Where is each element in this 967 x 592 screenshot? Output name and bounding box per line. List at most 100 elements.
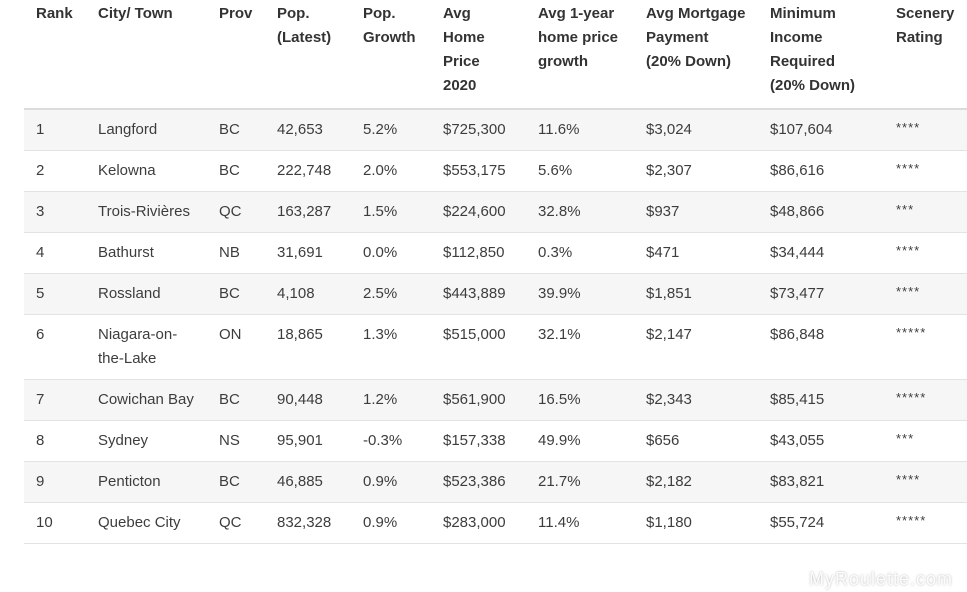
cell-scenery-rating: *** [884, 191, 967, 233]
cell-price-growth: 32.8% [526, 191, 634, 233]
cell-scenery-rating: ***** [884, 314, 967, 380]
cell-avg-home-price: $443,889 [431, 273, 526, 315]
table-row: 9 Penticton BC 46,885 0.9% $523,386 21.7% $2,18… [24, 461, 967, 503]
cell-prov: QC [207, 191, 265, 233]
table-row: 1 Langford BC 42,653 5.2% $725,300 11.6% $3,024… [24, 109, 967, 151]
column-header-prov: Prov [207, 0, 265, 110]
cell-pop-latest: 18,865 [265, 314, 351, 380]
cell-rank: 3 [24, 191, 86, 233]
cell-mortgage-payment: $937 [634, 191, 758, 233]
column-header-scenery-rating: Scenery Rating [884, 0, 967, 110]
cell-rank: 8 [24, 420, 86, 462]
cell-pop-latest: 90,448 [265, 379, 351, 421]
cell-price-growth: 11.6% [526, 109, 634, 151]
cell-price-growth: 49.9% [526, 420, 634, 462]
cell-rank: 1 [24, 109, 86, 151]
cell-avg-home-price: $725,300 [431, 109, 526, 151]
cell-min-income: $73,477 [758, 273, 884, 315]
cell-mortgage-payment: $656 [634, 420, 758, 462]
table-row: 6 Niagara-on-the-Lake ON 18,865 1.3% $515,000… [24, 314, 967, 380]
cell-pop-latest: 95,901 [265, 420, 351, 462]
cell-pop-latest: 4,108 [265, 273, 351, 315]
cell-mortgage-payment: $2,182 [634, 461, 758, 503]
cell-min-income: $34,444 [758, 232, 884, 274]
cell-prov: BC [207, 109, 265, 151]
table-row: 10 Quebec City QC 832,328 0.9% $283,000 11.4% $… [24, 502, 967, 544]
cell-min-income: $55,724 [758, 502, 884, 544]
cell-rank: 10 [24, 502, 86, 544]
cell-rank: 6 [24, 314, 86, 380]
column-header-mortgage-payment: Avg Mortgage Payment (20% Down) [634, 0, 758, 110]
header-row: Rank City/ Town Prov Pop. (Latest) Pop. Grow… [24, 0, 967, 110]
cell-avg-home-price: $157,338 [431, 420, 526, 462]
column-header-city: City/ Town [86, 0, 207, 110]
cell-pop-latest: 222,748 [265, 150, 351, 192]
cell-min-income: $43,055 [758, 420, 884, 462]
cell-city: Langford [86, 109, 207, 151]
cell-pop-growth: 0.9% [351, 502, 431, 544]
cell-mortgage-payment: $2,343 [634, 379, 758, 421]
cell-scenery-rating: ***** [884, 502, 967, 544]
cell-prov: BC [207, 273, 265, 315]
cell-scenery-rating: *** [884, 420, 967, 462]
cell-mortgage-payment: $2,147 [634, 314, 758, 380]
cell-prov: BC [207, 150, 265, 192]
cell-mortgage-payment: $3,024 [634, 109, 758, 151]
cell-min-income: $48,866 [758, 191, 884, 233]
table-row: 5 Rossland BC 4,108 2.5% $443,889 39.9% $1,851 $… [24, 273, 967, 315]
cell-mortgage-payment: $471 [634, 232, 758, 274]
cell-scenery-rating: **** [884, 109, 967, 151]
table-row: 4 Bathurst NB 31,691 0.0% $112,850 0.3% $471 $34… [24, 232, 967, 274]
cell-price-growth: 11.4% [526, 502, 634, 544]
column-header-price-growth: Avg 1-year home price growth [526, 0, 634, 110]
cell-pop-latest: 163,287 [265, 191, 351, 233]
cell-avg-home-price: $553,175 [431, 150, 526, 192]
table-row: 8 Sydney NS 95,901 -0.3% $157,338 49.9% $656 $43… [24, 420, 967, 462]
city-ranking-table: Rank City/ Town Prov Pop. (Latest) Pop. Grow… [24, 0, 967, 544]
column-header-rank: Rank [24, 0, 86, 110]
cell-scenery-rating: **** [884, 273, 967, 315]
cell-city: Sydney [86, 420, 207, 462]
cell-city: Trois-Rivières [86, 191, 207, 233]
cell-pop-growth: 1.3% [351, 314, 431, 380]
cell-rank: 5 [24, 273, 86, 315]
cell-mortgage-payment: $2,307 [634, 150, 758, 192]
cell-avg-home-price: $515,000 [431, 314, 526, 380]
cell-prov: BC [207, 461, 265, 503]
cell-avg-home-price: $112,850 [431, 232, 526, 274]
column-header-pop-latest: Pop. (Latest) [265, 0, 351, 110]
cell-pop-growth: 0.9% [351, 461, 431, 503]
cell-prov: BC [207, 379, 265, 421]
cell-pop-growth: 1.5% [351, 191, 431, 233]
cell-city: Rossland [86, 273, 207, 315]
cell-pop-growth: 2.0% [351, 150, 431, 192]
cell-min-income: $107,604 [758, 109, 884, 151]
cell-prov: NS [207, 420, 265, 462]
cell-scenery-rating: **** [884, 150, 967, 192]
cell-avg-home-price: $224,600 [431, 191, 526, 233]
cell-pop-growth: 5.2% [351, 109, 431, 151]
cell-rank: 4 [24, 232, 86, 274]
cell-mortgage-payment: $1,851 [634, 273, 758, 315]
cell-pop-growth: -0.3% [351, 420, 431, 462]
cell-min-income: $86,848 [758, 314, 884, 380]
table-row: 2 Kelowna BC 222,748 2.0% $553,175 5.6% $2,307 $… [24, 150, 967, 192]
cell-pop-latest: 46,885 [265, 461, 351, 503]
cell-min-income: $85,415 [758, 379, 884, 421]
table-body: 1 Langford BC 42,653 5.2% $725,300 11.6% $3,024… [24, 109, 967, 544]
cell-city: Bathurst [86, 232, 207, 274]
cell-prov: QC [207, 502, 265, 544]
cell-scenery-rating: **** [884, 232, 967, 274]
cell-mortgage-payment: $1,180 [634, 502, 758, 544]
cell-rank: 2 [24, 150, 86, 192]
cell-rank: 9 [24, 461, 86, 503]
cell-city: Penticton [86, 461, 207, 503]
cell-pop-latest: 832,328 [265, 502, 351, 544]
cell-city: Niagara-on-the-Lake [86, 314, 207, 380]
column-header-min-income: Minimum Income Required (20% Down) [758, 0, 884, 110]
cell-city: Cowichan Bay [86, 379, 207, 421]
cell-scenery-rating: **** [884, 461, 967, 503]
table-row: 3 Trois-Rivières QC 163,287 1.5% $224,600 32.8… [24, 191, 967, 233]
cell-city: Kelowna [86, 150, 207, 192]
cell-pop-growth: 1.2% [351, 379, 431, 421]
